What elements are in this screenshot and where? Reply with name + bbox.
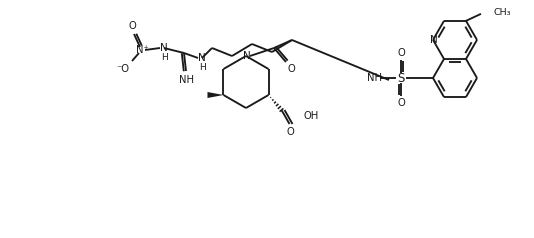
Text: O: O [287, 127, 294, 137]
Text: N⁺: N⁺ [136, 45, 148, 55]
Text: O: O [128, 21, 136, 31]
Text: O: O [397, 48, 405, 58]
Text: O: O [287, 64, 295, 74]
Text: OH: OH [303, 111, 319, 121]
Polygon shape [208, 92, 224, 98]
Text: CH₃: CH₃ [493, 8, 511, 17]
Text: N: N [243, 51, 251, 61]
Text: N: N [430, 35, 438, 45]
Text: H: H [161, 53, 167, 61]
Text: N: N [198, 53, 206, 63]
Text: S: S [397, 71, 405, 84]
Text: N: N [160, 43, 168, 53]
Text: NH: NH [367, 73, 382, 83]
Text: NH: NH [178, 75, 193, 85]
Text: ⁻O: ⁻O [116, 64, 130, 74]
Text: H: H [199, 63, 206, 71]
Text: O: O [397, 98, 405, 108]
